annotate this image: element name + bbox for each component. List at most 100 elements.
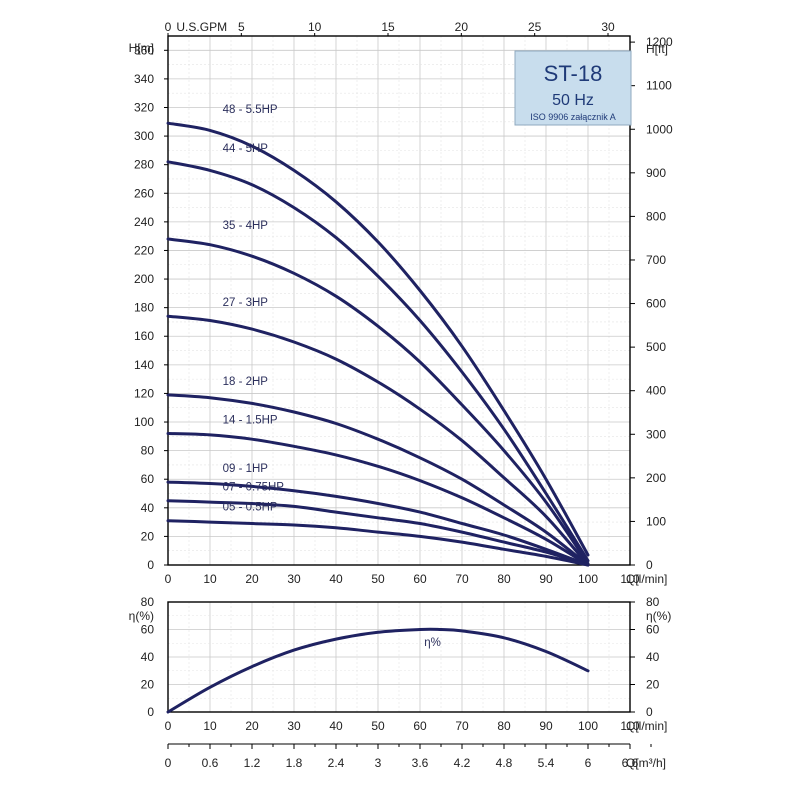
eff-y-left-tick-label: 60 [141,623,155,637]
eff-y-right-unit: η(%) [646,609,671,623]
head-curve [166,393,590,567]
axis-labels: 0204060801001201401601802002202402602803… [129,20,673,770]
head-curves: 48 - 5.5HP 44 - 5HP 35 - 4HP 27 - 3HP 18 - 2… [166,104,590,567]
y-left-tick-label: 20 [141,529,155,543]
y-left-tick-label: 160 [134,329,154,343]
curve-label: 09 - 1HP [223,463,269,475]
head-curve [166,237,590,566]
curve-label: 35 - 4HP [223,220,269,232]
x-eff-tick-label: 0 [165,719,172,733]
x-eff-tick-label: 10 [203,719,217,733]
x-eff-tick-label: 70 [455,719,469,733]
y-left-tick-label: 280 [134,158,154,172]
eff-y-left-tick-label: 40 [141,650,155,664]
y-right-tick-label: 400 [646,384,666,398]
eff-y-right-tick-label: 20 [646,678,660,692]
y-left-tick-label: 220 [134,243,154,257]
head-curve [166,499,590,567]
y-right-tick-label: 100 [646,514,666,528]
x-main-tick-label: 30 [287,572,301,586]
curve-label: 48 - 5.5HP [223,104,278,116]
y-left-tick-label: 140 [134,358,154,372]
eff-y-left-tick-label: 80 [141,595,155,609]
x-main-tick-label: 50 [371,572,385,586]
y-right-tick-label: 200 [646,471,666,485]
curve-label: 18 - 2HP [223,376,269,388]
x-eff-tick-label: 50 [371,719,385,733]
eff-y-left-tick-label: 20 [141,678,155,692]
efficiency-curve-label: η% [424,637,441,649]
x-eff-tick-label: 80 [497,719,511,733]
x-eff-tick-label: 60 [413,719,427,733]
y-right-tick-label: 700 [646,253,666,267]
x-m3h-tick-label: 5.4 [538,756,555,770]
x-top-tick-label: 25 [528,20,542,34]
y-left-tick-label: 320 [134,100,154,114]
head-curve [166,314,590,567]
y-left-tick-label: 100 [134,415,154,429]
x-main-tick-label: 60 [413,572,427,586]
x-eff-unit: Q[l/min] [626,719,667,733]
curve-label: 05 - 0.5HP [223,502,278,514]
x-main-tick-label: 90 [539,572,553,586]
x-m3h-tick-label: 4.2 [454,756,471,770]
x-eff-tick-label: 20 [245,719,259,733]
y-right-tick-label: 1000 [646,122,673,136]
main-chart-frame [167,35,631,566]
y-right-tick-label: 1100 [646,79,672,93]
y-left-tick-label: 180 [134,301,154,315]
y-right-tick-label: 300 [646,427,666,441]
y-right-tick-label: 1200 [646,35,673,49]
x-eff-tick-label: 40 [329,719,343,733]
eff-y-right-tick-label: 60 [646,623,660,637]
x-top-tick-label: 0 [165,20,172,34]
x-top-tick-label: 15 [381,20,395,34]
x-m3h-tick-label: 0 [165,756,172,770]
head-curve [166,480,590,567]
y-left-unit: H[m] [129,41,154,55]
x-m3h-tick-label: 2.4 [328,756,345,770]
y-left-tick-label: 360 [134,43,154,57]
model-title: ST-18 [544,61,603,86]
y-left-tick-label: 40 [141,501,155,515]
x-eff-tick-label: 110 [620,719,639,733]
model-note: ISO 9906 załącznik A [530,112,616,122]
x-main-tick-label: 100 [578,572,598,586]
curve-label: 44 - 5HP [223,143,269,155]
curve-label: 14 - 1.5HP [223,414,278,426]
head-curve [166,160,590,563]
x-main-tick-label: 10 [203,572,217,586]
y-left-tick-label: 200 [134,272,154,286]
model-box-background [514,50,632,126]
head-curve [166,121,590,557]
y-left-tick-label: 80 [141,444,155,458]
eff-y-right-tick-label: 80 [646,595,660,609]
y-left-tick-label: 60 [141,472,155,486]
y-left-tick-label: 120 [134,386,154,400]
x-m3h-tick-label: 3 [375,756,382,770]
x-eff-tick-label: 90 [539,719,553,733]
x-m3h-tick-label: 1.2 [244,756,261,770]
y-left-tick-label: 260 [134,186,154,200]
y-left-tick-label: 0 [147,558,154,572]
eff-y-right-tick-label: 0 [646,705,653,719]
x-top-tick-label: 10 [308,20,322,34]
x-main-tick-label: 70 [455,572,469,586]
y-right-tick-label: 800 [646,209,666,223]
y-right-tick-label: 500 [646,340,666,354]
y-right-tick-label: 600 [646,297,666,311]
x-top-tick-label: 20 [455,20,469,34]
x-m3h-tick-label: 6.6 [622,756,639,770]
model-frequency: 50 Hz [552,92,594,109]
x-top-unit: U.S.GPM [176,20,227,34]
x-m3h-tick-label: 1.8 [286,756,303,770]
x-top-tick-label: 5 [238,20,245,34]
eff-y-right-tick-label: 40 [646,650,660,664]
y-left-tick-label: 240 [134,215,154,229]
head-curve [166,519,590,567]
curve-label: 07 - 0.75HP [223,482,285,494]
eff-y-left-tick-label: 0 [147,705,154,719]
efficiency-curve-line [166,627,590,714]
curve-label: 27 - 3HP [223,297,269,309]
